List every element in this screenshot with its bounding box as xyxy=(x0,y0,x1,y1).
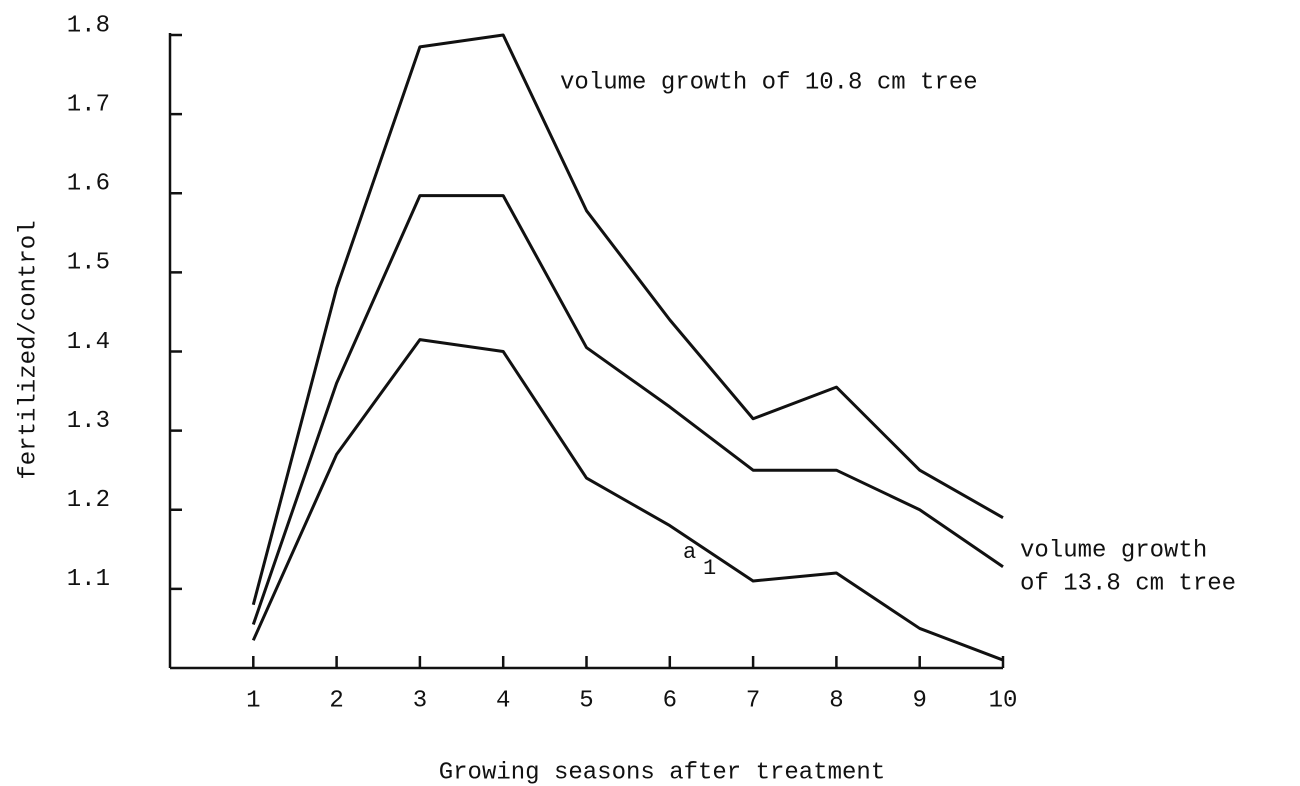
x-tick-label: 10 xyxy=(989,687,1018,714)
y-tick-label: 1.6 xyxy=(67,171,110,198)
x-tick-label: 5 xyxy=(579,687,593,714)
annotation: a xyxy=(683,540,696,565)
y-tick-label: 1.3 xyxy=(67,408,110,435)
y-axis-label: fertilized/control xyxy=(15,220,42,479)
x-axis-label: Growing seasons after treatment xyxy=(439,759,885,786)
x-tick-label: 1 xyxy=(246,687,260,714)
y-tick-label: 1.2 xyxy=(67,487,110,514)
x-tick-label: 9 xyxy=(912,687,926,714)
x-tick-label: 6 xyxy=(663,687,677,714)
annotation: of 13.8 cm tree xyxy=(1020,570,1236,597)
data-line xyxy=(251,33,1004,606)
y-tick-label: 1.7 xyxy=(67,91,110,118)
data-line xyxy=(251,338,1004,662)
annotation: volume growth xyxy=(1020,537,1207,564)
annotation: 1 xyxy=(703,556,716,581)
y-tick-label: 1.5 xyxy=(67,250,110,277)
y-tick-label: 1.4 xyxy=(67,329,110,356)
x-tick-label: 8 xyxy=(829,687,843,714)
y-tick-label: 1.8 xyxy=(67,12,110,39)
x-tick-label: 4 xyxy=(496,687,510,714)
x-tick-label: 3 xyxy=(413,687,427,714)
x-tick-label: 7 xyxy=(746,687,760,714)
annotation: volume growth of 10.8 cm tree xyxy=(560,69,978,96)
x-tick-label: 2 xyxy=(329,687,343,714)
y-tick-label: 1.1 xyxy=(67,566,110,593)
data-line xyxy=(251,194,1004,625)
